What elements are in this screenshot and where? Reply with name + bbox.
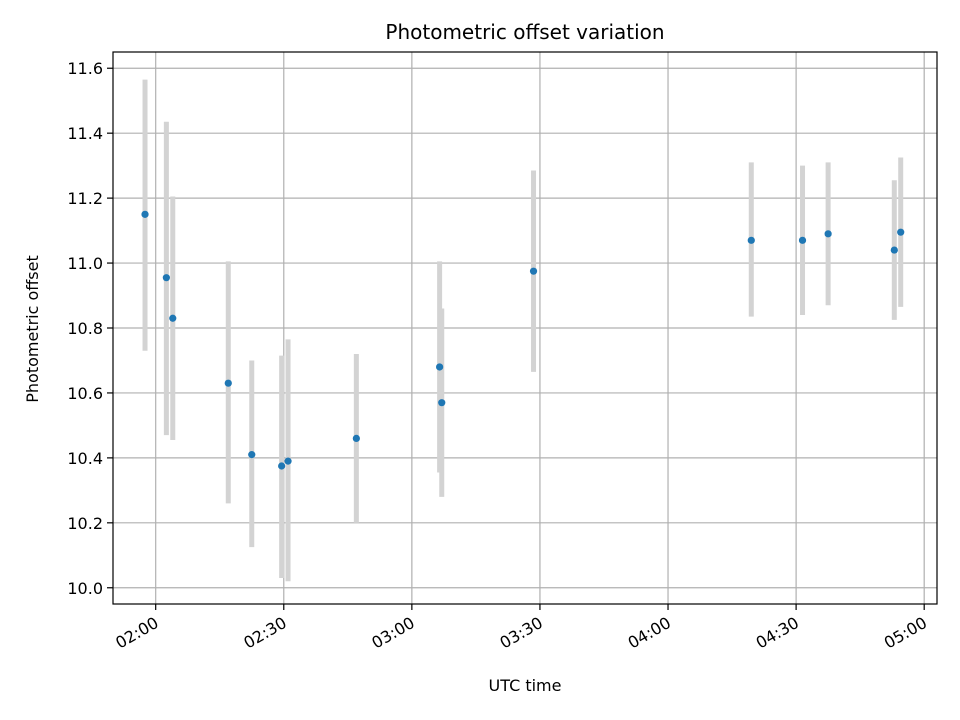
y-tick-label: 10.2 bbox=[67, 514, 103, 533]
y-tick-label: 10.6 bbox=[67, 384, 103, 403]
grid bbox=[113, 52, 937, 604]
data-point bbox=[278, 462, 286, 470]
x-axis-label: UTC time bbox=[489, 676, 562, 695]
x-tick-label: 04:30 bbox=[753, 613, 802, 653]
data-point bbox=[169, 314, 177, 322]
y-tick-label: 10.4 bbox=[67, 449, 103, 468]
data-point bbox=[824, 230, 832, 238]
data-point bbox=[141, 210, 149, 218]
x-axis-ticks: 02:00 02:30 03:00 03:30 04:00 04:30 05:00 bbox=[112, 604, 930, 653]
x-tick-label: 03:30 bbox=[497, 613, 546, 653]
error-bars bbox=[142, 79, 904, 582]
y-axis-ticks: 10.0 10.2 10.4 10.6 10.8 11.0 11.2 11.4 11.6 bbox=[67, 59, 113, 598]
y-tick-label: 10.0 bbox=[67, 579, 103, 598]
y-axis-label: Photometric offset bbox=[23, 255, 42, 403]
chart-title: Photometric offset variation bbox=[385, 20, 664, 44]
data-point bbox=[436, 363, 444, 371]
data-point bbox=[747, 236, 755, 244]
x-tick-label: 02:30 bbox=[240, 613, 289, 653]
data-point bbox=[284, 457, 292, 465]
y-tick-label: 11.0 bbox=[67, 254, 103, 273]
data-point bbox=[162, 274, 170, 282]
y-tick-label: 11.6 bbox=[67, 59, 103, 78]
x-tick-label: 02:00 bbox=[112, 613, 161, 653]
data-points bbox=[141, 210, 905, 470]
data-point bbox=[529, 267, 538, 275]
y-tick-label: 10.8 bbox=[67, 319, 103, 338]
data-point bbox=[248, 451, 256, 459]
y-tick-label: 11.4 bbox=[67, 124, 103, 143]
data-point bbox=[897, 228, 905, 236]
x-tick-label: 05:00 bbox=[881, 613, 930, 653]
plot-frame bbox=[112, 51, 938, 605]
x-tick-label: 03:00 bbox=[368, 613, 417, 653]
data-point bbox=[438, 399, 446, 407]
data-point bbox=[890, 246, 898, 254]
y-tick-label: 11.2 bbox=[67, 189, 103, 208]
data-point bbox=[224, 379, 232, 387]
data-point bbox=[352, 434, 360, 442]
x-tick-label: 04:00 bbox=[625, 613, 674, 653]
data-point bbox=[798, 236, 807, 244]
